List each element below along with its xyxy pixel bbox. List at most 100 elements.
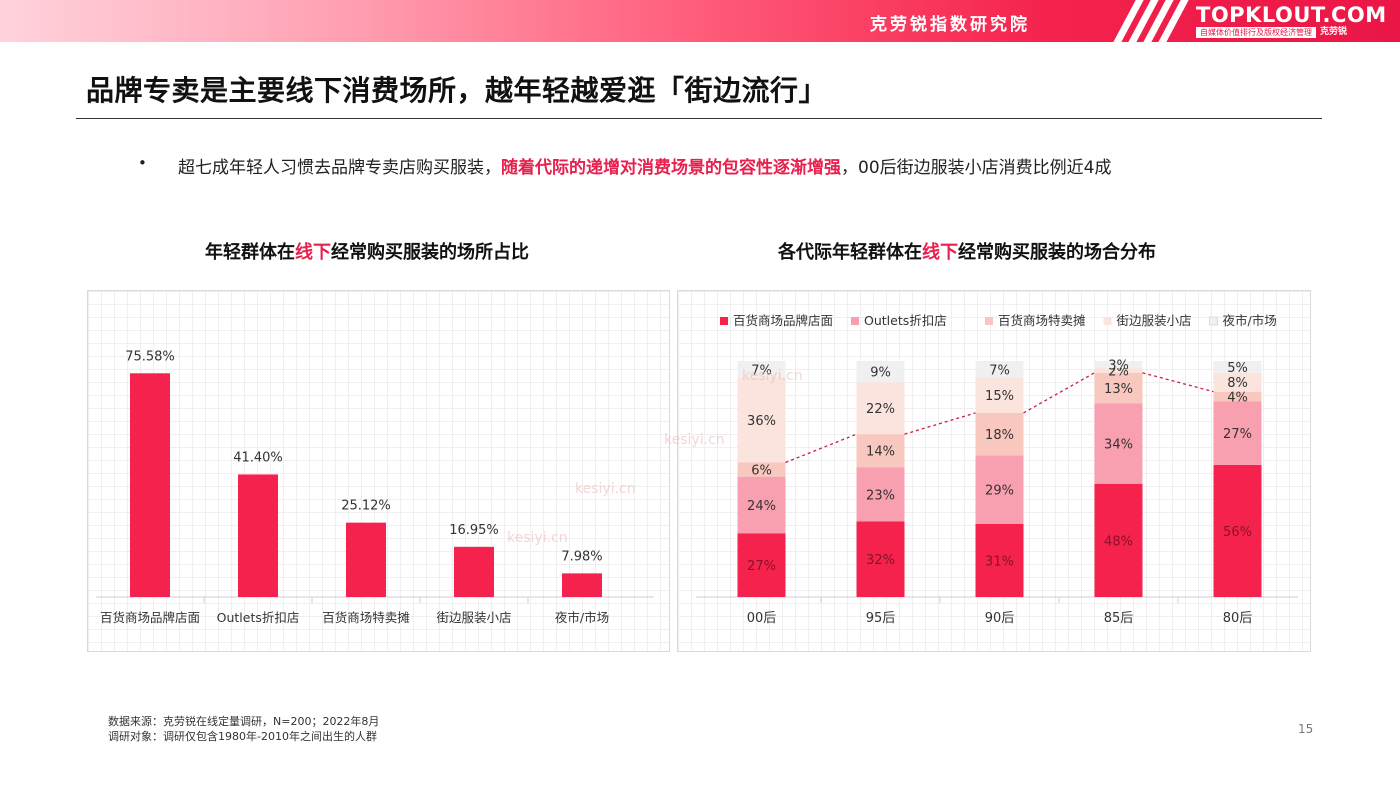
segment-label: 36%	[747, 414, 776, 429]
x-tick-label: 80后	[1223, 611, 1253, 626]
chart1-title-pre: 年轻群体在	[205, 242, 295, 263]
segment-label: 5%	[1227, 361, 1248, 376]
bar	[346, 522, 386, 597]
bullet-text: 超七成年轻人习惯去品牌专卖店购买服装，随着代际的递增对消费场景的包容性逐渐增强，…	[178, 153, 1111, 178]
title-divider	[76, 118, 1322, 119]
bullet-part1: 超七成年轻人习惯去品牌专卖店购买服装，	[178, 158, 501, 178]
chart1-title-post: 经常购买服装的场所占比	[331, 242, 529, 263]
legend-swatch	[1103, 317, 1112, 325]
x-tick-label: 百货商场特卖摊	[322, 610, 410, 625]
topklout-logo: TOPKLOUT.COM 自媒体价值排行及版权经济管理 克劳锐	[1196, 3, 1387, 38]
stacked-segment	[856, 382, 905, 435]
stacked-segment	[1094, 403, 1143, 484]
chart2-title-pre: 各代际年轻群体在	[778, 242, 922, 263]
header-gradient	[0, 0, 1400, 42]
x-tick-label: 百货商场品牌店面	[100, 610, 200, 625]
chart1-title: 年轻群体在线下经常购买服装的场所占比	[205, 238, 529, 264]
bar	[454, 546, 494, 597]
segment-label: 6%	[751, 464, 772, 479]
segment-label: 15%	[985, 389, 1014, 404]
segment-label: 9%	[870, 366, 891, 381]
segment-label: 2%	[1108, 364, 1129, 379]
bar-value-label: 7.98%	[561, 549, 602, 564]
stacked-segment	[856, 361, 905, 383]
chart2-title-red: 线下	[922, 242, 958, 263]
legend-swatch	[851, 317, 859, 325]
chart2-title-post: 经常购买服装的场合分布	[958, 242, 1156, 263]
segment-label: 8%	[1227, 376, 1248, 391]
segment-label: 48%	[1104, 534, 1133, 549]
bullet-part2: ，00后街边服装小店消费比例近4成	[841, 158, 1112, 178]
stacked-segment	[1213, 372, 1262, 392]
stacked-segment	[1213, 464, 1262, 597]
bar	[130, 373, 170, 597]
footer-scope: 调研对象：调研仅包含1980年-2010年之间出生的人群	[108, 730, 377, 743]
stacked-segment	[1213, 361, 1262, 373]
segment-label: 56%	[1223, 525, 1252, 540]
page-number: 15	[1298, 722, 1314, 736]
segment-label: 22%	[866, 402, 895, 417]
trend-connector	[1023, 372, 1095, 414]
stacked-segment	[856, 434, 905, 468]
x-tick-label: Outlets折扣店	[217, 610, 300, 625]
stacked-segment	[737, 377, 786, 463]
stacked-segment	[737, 361, 786, 378]
segment-label: 7%	[751, 363, 772, 378]
stacked-segment	[1094, 483, 1143, 597]
trend-connector	[1142, 372, 1214, 393]
chart1-panel: 75.58% 百货商场品牌店面 41.40% Outlets折扣店 25.12% 百货商场…	[87, 290, 670, 652]
x-tick-label: 90后	[985, 611, 1015, 626]
bar-value-label: 41.40%	[233, 450, 283, 465]
segment-label: 32%	[866, 553, 895, 568]
bar-value-label: 75.58%	[125, 349, 175, 364]
x-tick-label: 00后	[747, 611, 777, 626]
stacked-segment	[856, 521, 905, 597]
x-tick-label: 95后	[866, 611, 896, 626]
segment-label: 27%	[747, 559, 776, 574]
segment-label: 3%	[1108, 359, 1129, 374]
legend-swatch	[720, 317, 728, 325]
bar	[562, 573, 602, 597]
segment-label: 24%	[747, 499, 776, 514]
bullet-marker: •	[138, 154, 147, 172]
stacked-segment	[1094, 368, 1143, 373]
legend-label: 百货商场品牌店面	[733, 313, 833, 328]
chart1-title-red: 线下	[295, 242, 331, 263]
stacked-segment	[975, 361, 1024, 378]
logo-tagline: 自媒体价值排行及版权经济管理	[1196, 27, 1316, 38]
stacked-segment	[1213, 401, 1262, 465]
chart2-panel: 百货商场品牌店面 Outlets折扣店 百货商场特卖摊 街边服装小店 夜市/市场 27% 2…	[677, 290, 1311, 652]
chart1-svg: 75.58% 百货商场品牌店面 41.40% Outlets折扣店 25.12% 百货商场…	[96, 349, 654, 625]
segment-label: 31%	[985, 554, 1014, 569]
stacked-segment	[975, 412, 1024, 456]
stacked-segment	[856, 467, 905, 522]
segment-label: 18%	[985, 428, 1014, 443]
segment-label: 14%	[866, 445, 895, 460]
segment-label: 13%	[1104, 382, 1133, 397]
legend-label: 百货商场特卖摊	[998, 313, 1086, 328]
org-name: 克劳锐指数研究院	[870, 15, 1030, 35]
page-title: 品牌专卖是主要线下消费场所，越年轻越爱逛「街边流行」	[86, 74, 828, 107]
stacked-segment	[737, 462, 786, 477]
bar-value-label: 16.95%	[449, 523, 499, 538]
chart2-title: 各代际年轻群体在线下经常购买服装的场合分布	[778, 238, 1156, 264]
x-tick-label: 85后	[1104, 611, 1134, 626]
bar-value-label: 25.12%	[341, 499, 391, 514]
stacked-segment	[1094, 372, 1143, 404]
x-tick-label: 夜市/市场	[555, 610, 609, 625]
stacked-segment	[975, 377, 1024, 413]
stacked-segment	[975, 523, 1024, 597]
legend-label: Outlets折扣店	[864, 313, 947, 328]
logo-text: TOPKLOUT.COM	[1196, 3, 1387, 27]
chart2-svg: 百货商场品牌店面 Outlets折扣店 百货商场特卖摊 街边服装小店 夜市/市场 27% 2…	[696, 313, 1298, 626]
legend-swatch	[985, 317, 993, 325]
stacked-segment	[737, 533, 786, 597]
footer-source: 数据来源：克劳锐在线定量调研，N=200；2022年8月	[108, 715, 380, 728]
logo-brand: 克劳锐	[1320, 27, 1348, 37]
segment-label: 23%	[866, 488, 895, 503]
segment-label: 7%	[989, 363, 1010, 378]
legend-label: 街边服装小店	[1117, 313, 1192, 328]
header-bar: 克劳锐指数研究院 TOPKLOUT.COM 自媒体价值排行及版权经济管理 克劳锐	[0, 0, 1400, 42]
bar	[238, 474, 278, 597]
legend-label: 夜市/市场	[1223, 313, 1277, 328]
